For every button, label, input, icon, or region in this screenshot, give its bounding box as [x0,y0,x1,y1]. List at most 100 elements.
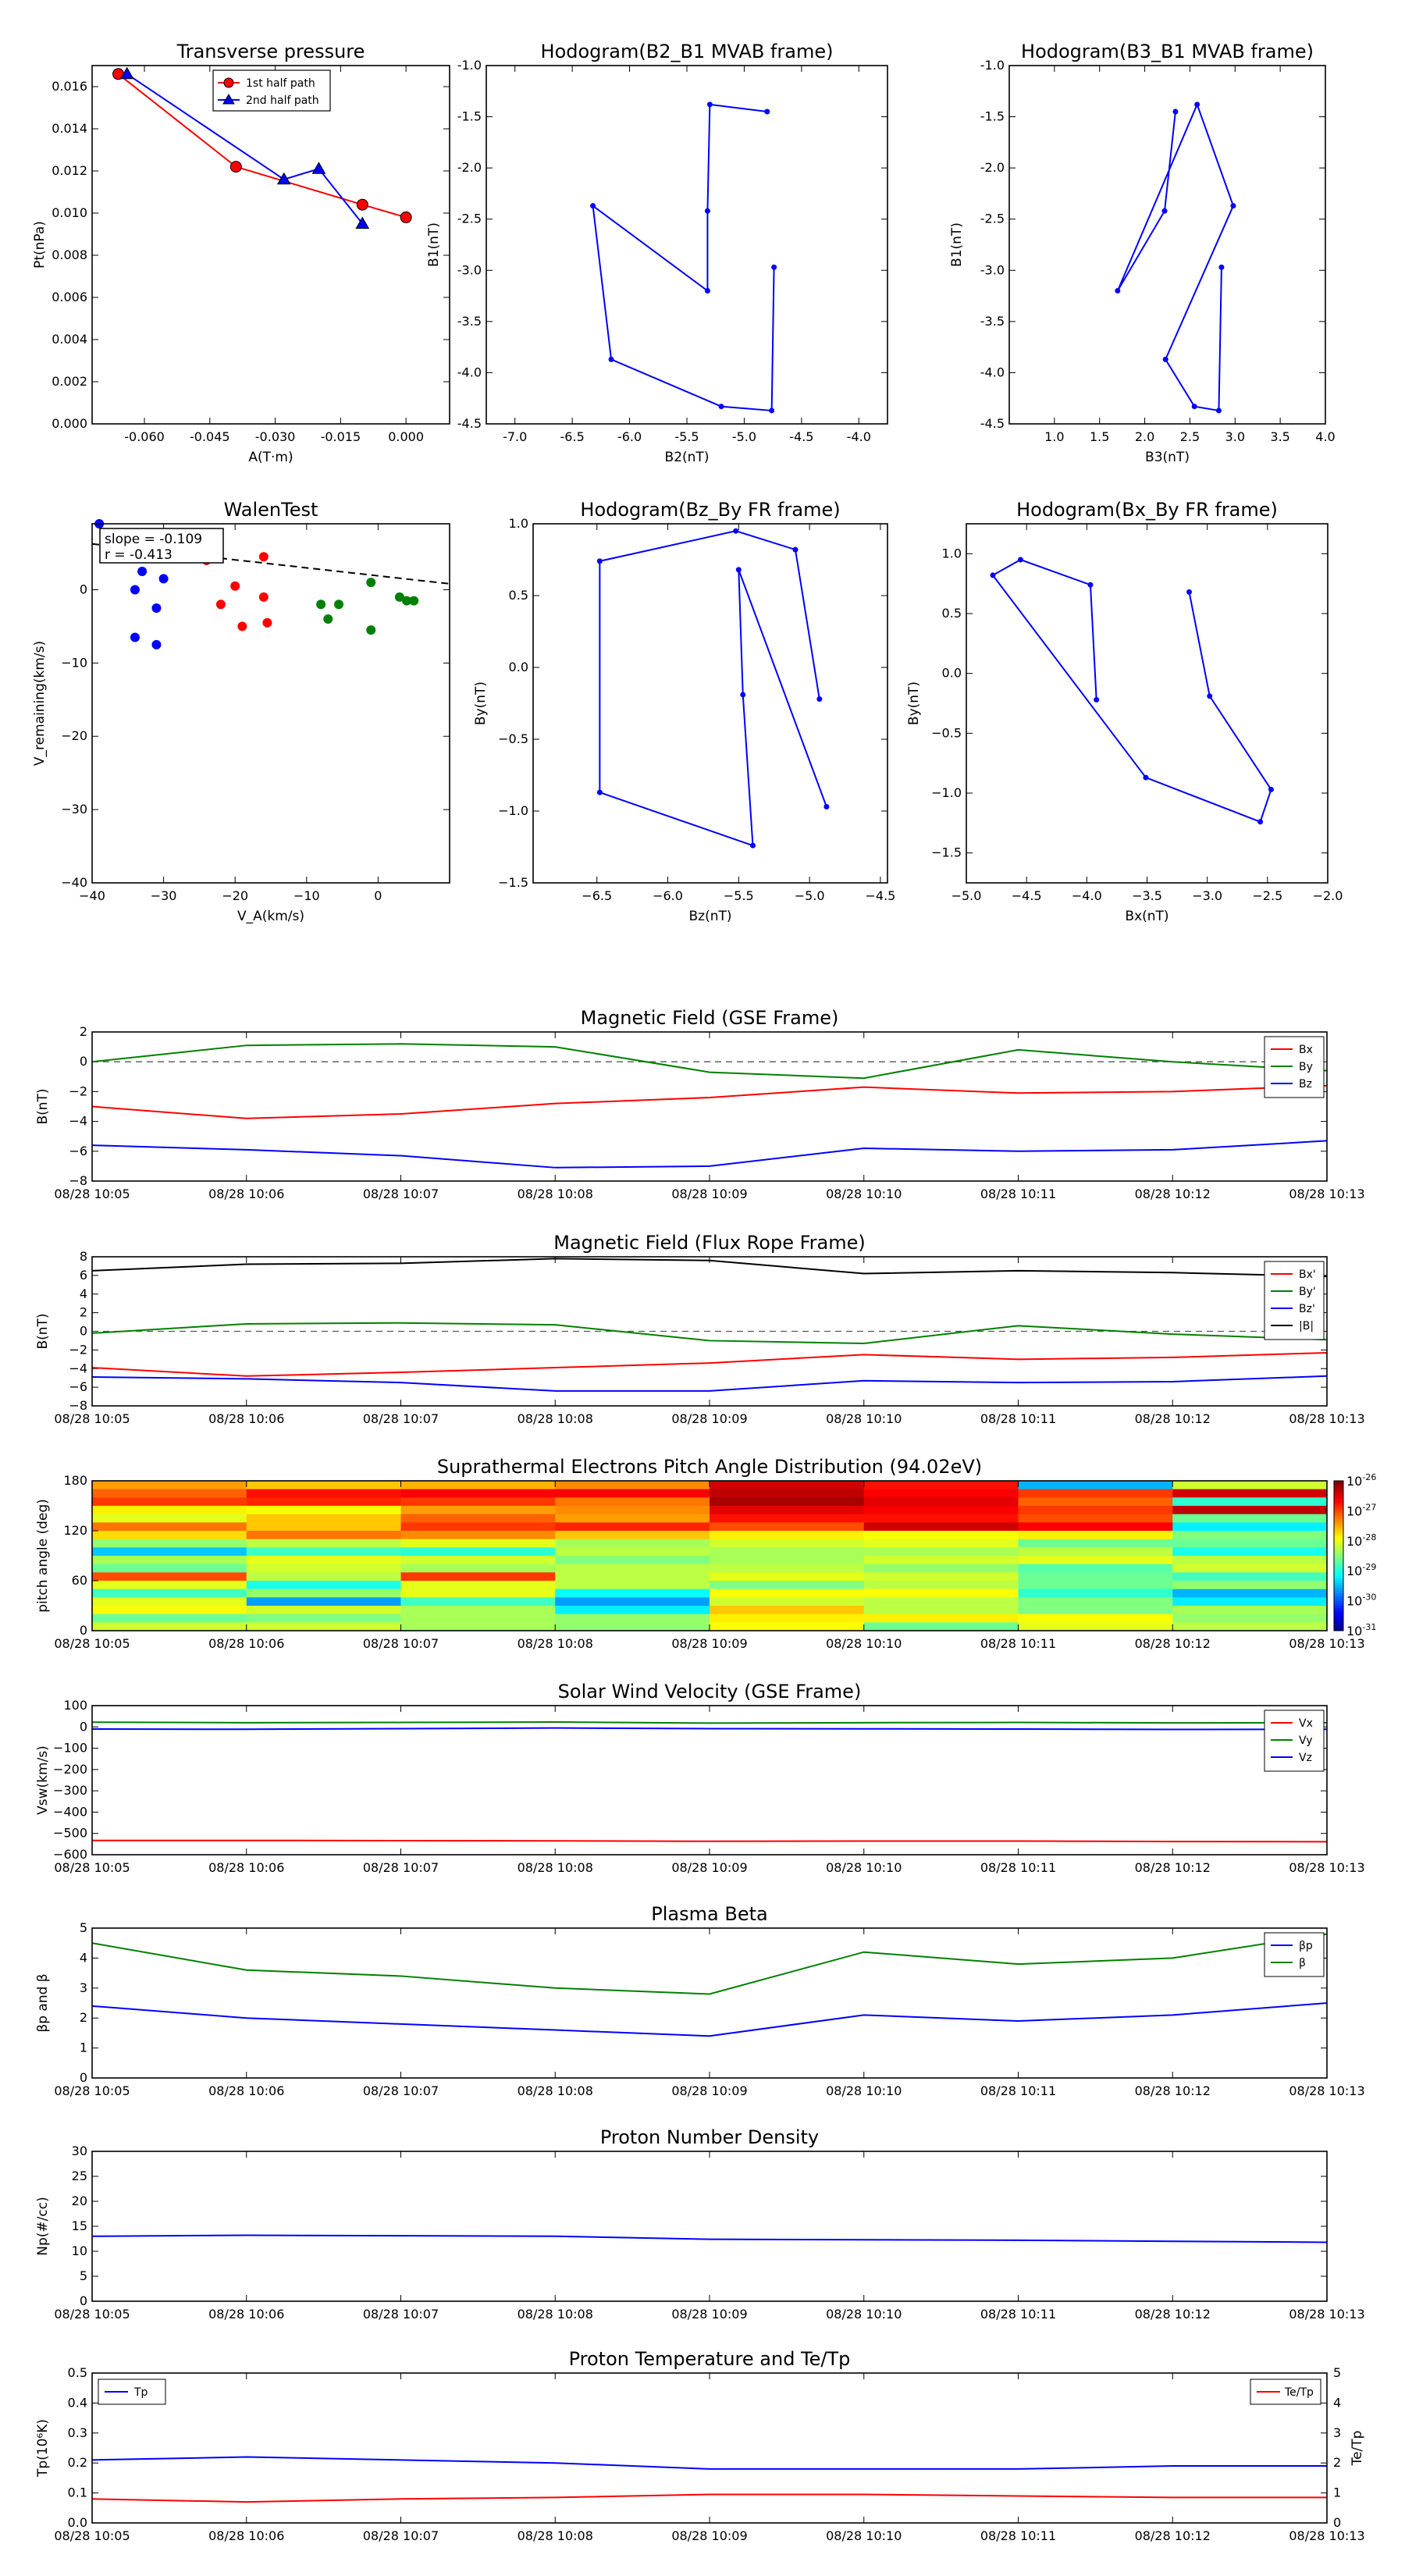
data-point [590,203,596,209]
colorbar-step [1334,1578,1343,1582]
data-point [1218,264,1225,270]
heatmap-cell [246,1564,401,1573]
colorbar-step [1334,1506,1343,1509]
time-tick-label: 08/28 10:07 [363,2083,439,2098]
colorbar-step [1334,1533,1343,1536]
heatmap-cell [863,1531,1019,1540]
heatmap-cell [92,1589,247,1598]
time-tick-label: 08/28 10:06 [208,1187,284,1201]
heatmap-cell [400,1506,556,1515]
heatmap-cell [400,1556,556,1565]
x-tick-label: −4.5 [865,888,895,903]
time-tick-label: 08/28 10:09 [671,1187,747,1201]
colorbar-step [1334,1525,1343,1529]
x-tick-label: −2.5 [1252,888,1282,903]
legend-right: Te/Tp [1250,2379,1321,2405]
series-line [1116,102,1235,412]
x-tick-label: −6.5 [582,888,612,903]
time-tick-label: 08/28 10:06 [208,2307,284,2322]
colorbar-step [1334,1618,1343,1621]
legend-label: Bz' [1299,1303,1315,1315]
x-tick-label: −30 [151,888,177,903]
heatmap-cell [863,1497,1019,1507]
chart-hzy: Hodogram(Bz_By FR frame) −6.5 −6.0 −5.5 −5.0… [473,499,895,924]
time-tick-label: 08/28 10:13 [1289,1860,1364,1875]
time-tick-label: 08/28 10:05 [54,2083,130,2098]
time-tick-label: 08/28 10:12 [1135,1636,1211,1651]
y-tick-label: 0.002 [52,374,87,389]
scatter-point [151,639,162,649]
walen-frame [91,523,450,884]
heatmap-cell [92,1564,247,1573]
pt-title: Transverse pressure [176,41,365,62]
data-point [229,161,242,173]
legend-label: 1st half path [246,77,315,90]
colorbar-step [1334,1553,1343,1557]
heatmap-cell [710,1614,865,1623]
y-tick-label: 0 [80,582,87,596]
heatmap-cell [246,1622,401,1631]
heatmap-cell [863,1514,1019,1523]
heatmap-cell [400,1539,556,1548]
y-tick-label: −20 [61,728,87,743]
y-tick-label: 0.010 [52,205,87,220]
heatmap-cell [92,1489,247,1498]
time-tick-label: 08/28 10:08 [518,2528,593,2543]
colorbar-step [1334,1610,1343,1614]
x-tick-label: -5.5 [674,429,699,444]
data-point [1191,404,1197,410]
time-tick-label: 08/28 10:05 [54,2528,130,2543]
time-tick-label: 08/28 10:10 [826,2528,902,2543]
y-tick-label: -3.0 [457,262,482,277]
y-tick-label: 0 [80,1324,87,1339]
heatmap-cell [555,1531,710,1540]
heatmap-cell [92,1481,247,1490]
heatmap-cell [400,1522,556,1532]
colorbar-step [1334,1583,1343,1586]
colorbar: 10-26 10-27 10-28 10-29 10-30 10-31 [1333,1472,1376,1638]
heatmap-cell [710,1506,865,1515]
y-axis-label: By(nT) [473,681,489,725]
heatmap-cell [400,1497,556,1507]
y-tick-label: −1.5 [498,875,528,890]
data-point [718,404,724,410]
np-frame [91,2151,1328,2302]
data-point [355,216,370,229]
heatmap-cell [92,1606,247,1615]
y-tick-label: 10 [72,2243,87,2258]
colorbar-step [1334,1518,1343,1521]
heatmap-cell [92,1581,247,1590]
y-axis-label: B(nT) [35,1313,51,1349]
heatmap-cell [710,1581,865,1590]
time-tick-label: 08/28 10:08 [518,1636,593,1651]
data-point [990,572,996,578]
colorbar-step [1334,1628,1343,1631]
time-tick-label: 08/28 10:05 [54,1411,130,1426]
x-tick-label: -0.060 [124,429,165,444]
colorbar-step [1334,1603,1343,1606]
heatmap-cell [1018,1556,1173,1565]
x-tick-label: −5.0 [795,888,825,903]
data-point [740,692,746,698]
series-line [91,1322,1328,1345]
scatter-point [394,592,404,602]
time-tick-label: 08/28 10:06 [208,1636,284,1651]
np-title: Proton Number Density [600,2126,819,2148]
heatmap-cell [1018,1572,1173,1582]
x-tick-label: 4.0 [1315,429,1335,444]
heatmap-cell [1018,1614,1173,1623]
chart-np: Proton Number Density 0 5 10 15 20 25 30 Np(#/cc… [35,2126,1365,2322]
y-axis-label: Vsw(km/s) [35,1745,51,1815]
data-point [400,211,412,223]
y-tick-label: 6 [80,1268,87,1283]
y-tick-label: 0.5 [509,588,528,603]
heatmap-cell [1018,1597,1173,1606]
legend-label: Bz [1299,1078,1312,1091]
y-tick-label: 2 [80,1305,87,1320]
heatmap-cell [400,1614,556,1623]
colorbar-exponent: -31 [1362,1622,1376,1632]
heatmap-cell [400,1597,556,1606]
y-tick-label: −4 [69,1114,87,1129]
y-tick-label: −200 [53,1762,87,1777]
